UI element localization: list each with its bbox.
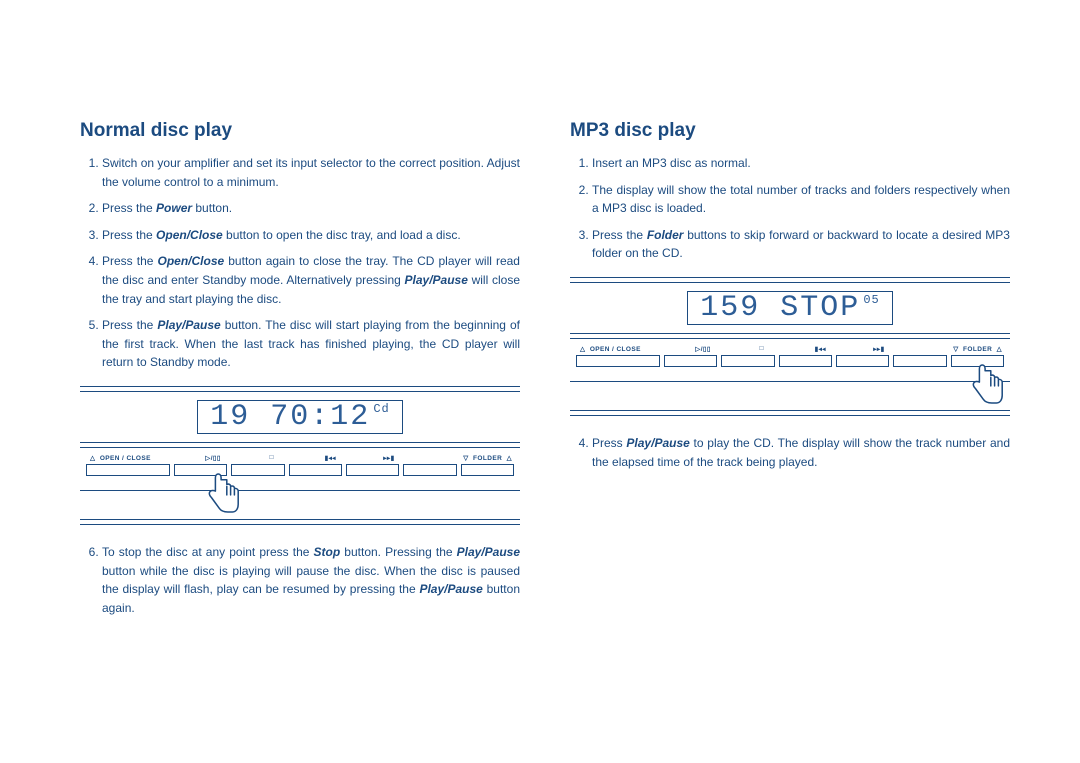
prev-button[interactable] [289, 464, 342, 476]
open-close-button[interactable] [576, 355, 660, 367]
lcd-main: 159 STOP [700, 291, 860, 325]
left-heading: Normal disc play [80, 120, 520, 142]
play-pause-button[interactable] [174, 464, 227, 476]
normal-play-steps-cont: To stop the disc at any point press the … [80, 543, 520, 617]
normal-play-steps: Switch on your amplifier and set its inp… [80, 154, 520, 372]
step-4: Press the Open/Close button again to clo… [102, 252, 520, 308]
folder-down-button[interactable] [893, 355, 946, 367]
stop-button[interactable] [721, 355, 774, 367]
left-column: Normal disc play Switch on your amplifie… [80, 120, 520, 723]
folder-up-button[interactable] [951, 355, 1004, 367]
lcd-screen: 159 STOP05 [687, 291, 892, 325]
manual-page: Normal disc play Switch on your amplifie… [0, 0, 1080, 763]
prev-button[interactable] [779, 355, 832, 367]
step-1: Switch on your amplifier and set its inp… [102, 154, 520, 191]
next-button[interactable] [836, 355, 889, 367]
step-3: Press the Open/Close button to open the … [102, 226, 520, 245]
display-diagram-mp3: 159 STOP05 △ OPEN / CLOSE ▷/▯▯ □ ▮◂◂ ▸▸▮… [570, 277, 1010, 416]
right-column: MP3 disc play Insert an MP3 disc as norm… [570, 120, 1010, 723]
folder-up-button[interactable] [461, 464, 514, 476]
folder-down-button[interactable] [403, 464, 456, 476]
button-labels-row: △ OPEN / CLOSE ▷/▯▯ □ ▮◂◂ ▸▸▮ ▽ FOLDER △ [570, 345, 1010, 353]
mp3-step-3: Press the Folder buttons to skip forward… [592, 226, 1010, 263]
step-2: Press the Power button. [102, 199, 520, 218]
stop-button[interactable] [231, 464, 284, 476]
button-labels-row: △ OPEN / CLOSE ▷/▯▯ □ ▮◂◂ ▸▸▮ ▽ FOLDER △ [80, 454, 520, 462]
mp3-step-1: Insert an MP3 disc as normal. [592, 154, 1010, 173]
lcd-screen: 19 70:12Cd [197, 400, 402, 434]
lcd-sup: Cd [373, 402, 389, 416]
display-diagram-normal: 19 70:12Cd △ OPEN / CLOSE ▷/▯▯ □ ▮◂◂ ▸▸▮… [80, 386, 520, 525]
lcd-main: 19 70:12 [210, 400, 370, 434]
mp3-play-steps: Insert an MP3 disc as normal. The displa… [570, 154, 1010, 263]
button-row [576, 355, 1004, 367]
play-pause-button[interactable] [664, 355, 717, 367]
mp3-step-2: The display will show the total number o… [592, 181, 1010, 218]
mp3-step-4: Press Play/Pause to play the CD. The dis… [592, 434, 1010, 471]
button-row [86, 464, 514, 476]
mp3-play-steps-cont: Press Play/Pause to play the CD. The dis… [570, 434, 1010, 471]
next-button[interactable] [346, 464, 399, 476]
step-5: Press the Play/Pause button. The disc wi… [102, 316, 520, 372]
lcd-sup: 05 [863, 293, 879, 307]
open-close-button[interactable] [86, 464, 170, 476]
step-6: To stop the disc at any point press the … [102, 543, 520, 617]
right-heading: MP3 disc play [570, 120, 1010, 142]
